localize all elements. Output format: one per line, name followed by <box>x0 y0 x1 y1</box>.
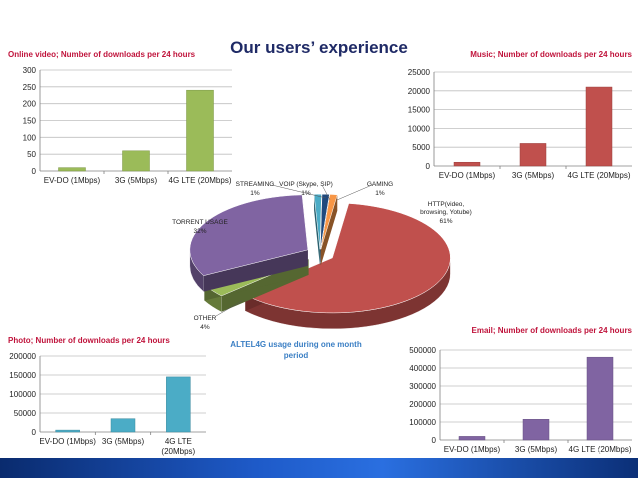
bar <box>585 86 613 167</box>
chart-title-online-video: Online video; Number of downloads per 24… <box>8 50 196 59</box>
pie-slices <box>189 193 451 330</box>
x-tick-label: 3G (5Mbps) <box>115 176 158 185</box>
y-tick-label: 0 <box>432 436 437 445</box>
pie-caption: ALTEL4G usage during one month period <box>230 340 362 360</box>
pie-slice-wall <box>314 194 320 266</box>
x-tick-label: 4G LTE (20Mbps) <box>569 445 632 454</box>
y-tick-label: 100000 <box>409 418 436 427</box>
x-tick-label: 4G LTE (20Mbps) <box>169 176 232 185</box>
pie-label: STREAMING <box>236 181 275 188</box>
y-tick-label: 150 <box>23 117 37 126</box>
x-tick-label: 3G (5Mbps) <box>512 171 555 180</box>
x-tick-label: 3G (5Mbps) <box>515 445 558 454</box>
y-tick-label: 25000 <box>408 68 431 77</box>
pie-label-line: GAMING <box>367 181 393 188</box>
x-tick-label: EV-DO (1Mbps) <box>439 171 496 180</box>
bar <box>122 150 150 172</box>
pie-label-line: STREAMING <box>236 181 275 188</box>
pie-slice <box>189 194 309 276</box>
pie-leader-line <box>271 184 327 199</box>
x-tick-label: EV-DO (1Mbps) <box>39 437 96 446</box>
chart-online-video: 0 50 100 150 200 250 300 EV-DO (1Mbps) 3G (5Mbps… <box>23 66 232 185</box>
pie-label: GAMING <box>367 181 393 188</box>
pie-slice-wall <box>203 249 308 292</box>
pie-leader-line <box>215 300 243 317</box>
pie-label-line: TORRENT USAGE <box>172 219 228 226</box>
pie-label-line: HTTP(video, <box>428 201 465 208</box>
y-tick-label: 0 <box>32 167 37 176</box>
x-tick-label: 4G LTE (20Mbps) <box>568 171 631 180</box>
bar <box>453 161 481 167</box>
x-tick-label: EV-DO (1Mbps) <box>44 176 101 185</box>
x-tick-label: 4G LTE <box>165 437 192 446</box>
y-tick-label: 150000 <box>9 371 36 380</box>
bar <box>522 419 550 441</box>
y-tick-label: 0 <box>426 162 431 171</box>
y-tick-label: 10000 <box>408 124 431 133</box>
x-tick-label: EV-DO (1Mbps) <box>444 445 501 454</box>
pie-percent-label: 32% <box>193 228 206 235</box>
y-tick-label: 0 <box>32 428 37 437</box>
chart-title-email: Email; Number of downloads per 24 hours <box>471 326 632 335</box>
x-tick-label: 3G (5Mbps) <box>102 437 145 446</box>
pie-label-line: browsing, Yotube) <box>420 209 472 216</box>
pie-label: TORRENT USAGE <box>172 219 228 226</box>
bar <box>110 418 136 433</box>
bar <box>55 429 80 433</box>
pie-slice <box>244 203 451 314</box>
pie-label: VOIP (Skype, SIP) <box>279 181 333 188</box>
pie-percent-label: 1% <box>250 190 260 197</box>
bar <box>519 143 547 167</box>
pie-percent-label: 61% <box>439 218 452 225</box>
footer-bar <box>0 458 638 478</box>
bar <box>186 89 214 172</box>
y-tick-label: 200000 <box>409 400 436 409</box>
y-tick-label: 300000 <box>409 382 436 391</box>
y-tick-label: 500000 <box>409 346 436 355</box>
slide-number: 5 <box>596 448 602 458</box>
page-title: Our users’ experience <box>230 38 408 57</box>
y-tick-label: 5000 <box>412 143 430 152</box>
pie-slice <box>313 193 322 250</box>
y-tick-label: 50 <box>27 150 36 159</box>
chart-usage-pie: HTTP(video, browsing, Yotube) 61% OTHER 4% TO… <box>172 181 472 331</box>
pie-leader-line <box>321 184 331 201</box>
pie-label-line: OTHER <box>194 315 217 322</box>
bar <box>586 356 614 441</box>
bar <box>458 436 486 441</box>
pie-leader-line <box>336 184 373 201</box>
pie-slice-wall <box>320 194 338 266</box>
chart-music: 0 5000 10000 15000 20000 25000 EV-DO (1Mbps) 3G… <box>408 68 632 180</box>
bar <box>58 167 86 172</box>
y-tick-label: 250 <box>23 83 37 92</box>
chart-photo: 0 50000 100000 150000 200000 EV-DO (1Mbps) 3G … <box>9 352 206 456</box>
y-tick-label: 300 <box>23 66 37 75</box>
y-tick-label: 20000 <box>408 87 431 96</box>
pie-percent-label: 1% <box>301 190 311 197</box>
pie-slice <box>320 193 330 250</box>
y-tick-label: 100 <box>23 133 37 142</box>
pie-percent-label: 1% <box>375 190 385 197</box>
y-tick-label: 200 <box>23 100 37 109</box>
x-tick-label: (20Mbps) <box>161 447 195 456</box>
y-tick-label: 100000 <box>9 390 36 399</box>
chart-title-music: Music; Number of downloads per 24 hours <box>470 50 632 59</box>
pie-label: HTTP(video, browsing, Yotube) <box>420 201 472 216</box>
y-tick-label: 400000 <box>409 364 436 373</box>
pie-label-line: VOIP (Skype, SIP) <box>279 181 333 188</box>
y-tick-label: 200000 <box>9 352 36 361</box>
y-tick-label: 50000 <box>14 409 37 418</box>
chart-title-photo: Photo; Number of downloads per 24 hours <box>8 336 170 345</box>
pie-percent-label: 4% <box>200 324 210 331</box>
chart-email: 0 100000 200000 300000 400000 500000 EV-DO (1M… <box>409 346 632 454</box>
y-tick-label: 15000 <box>408 106 431 115</box>
pie-label: OTHER <box>194 315 217 322</box>
pie-slice <box>320 194 338 250</box>
bar <box>166 376 191 433</box>
